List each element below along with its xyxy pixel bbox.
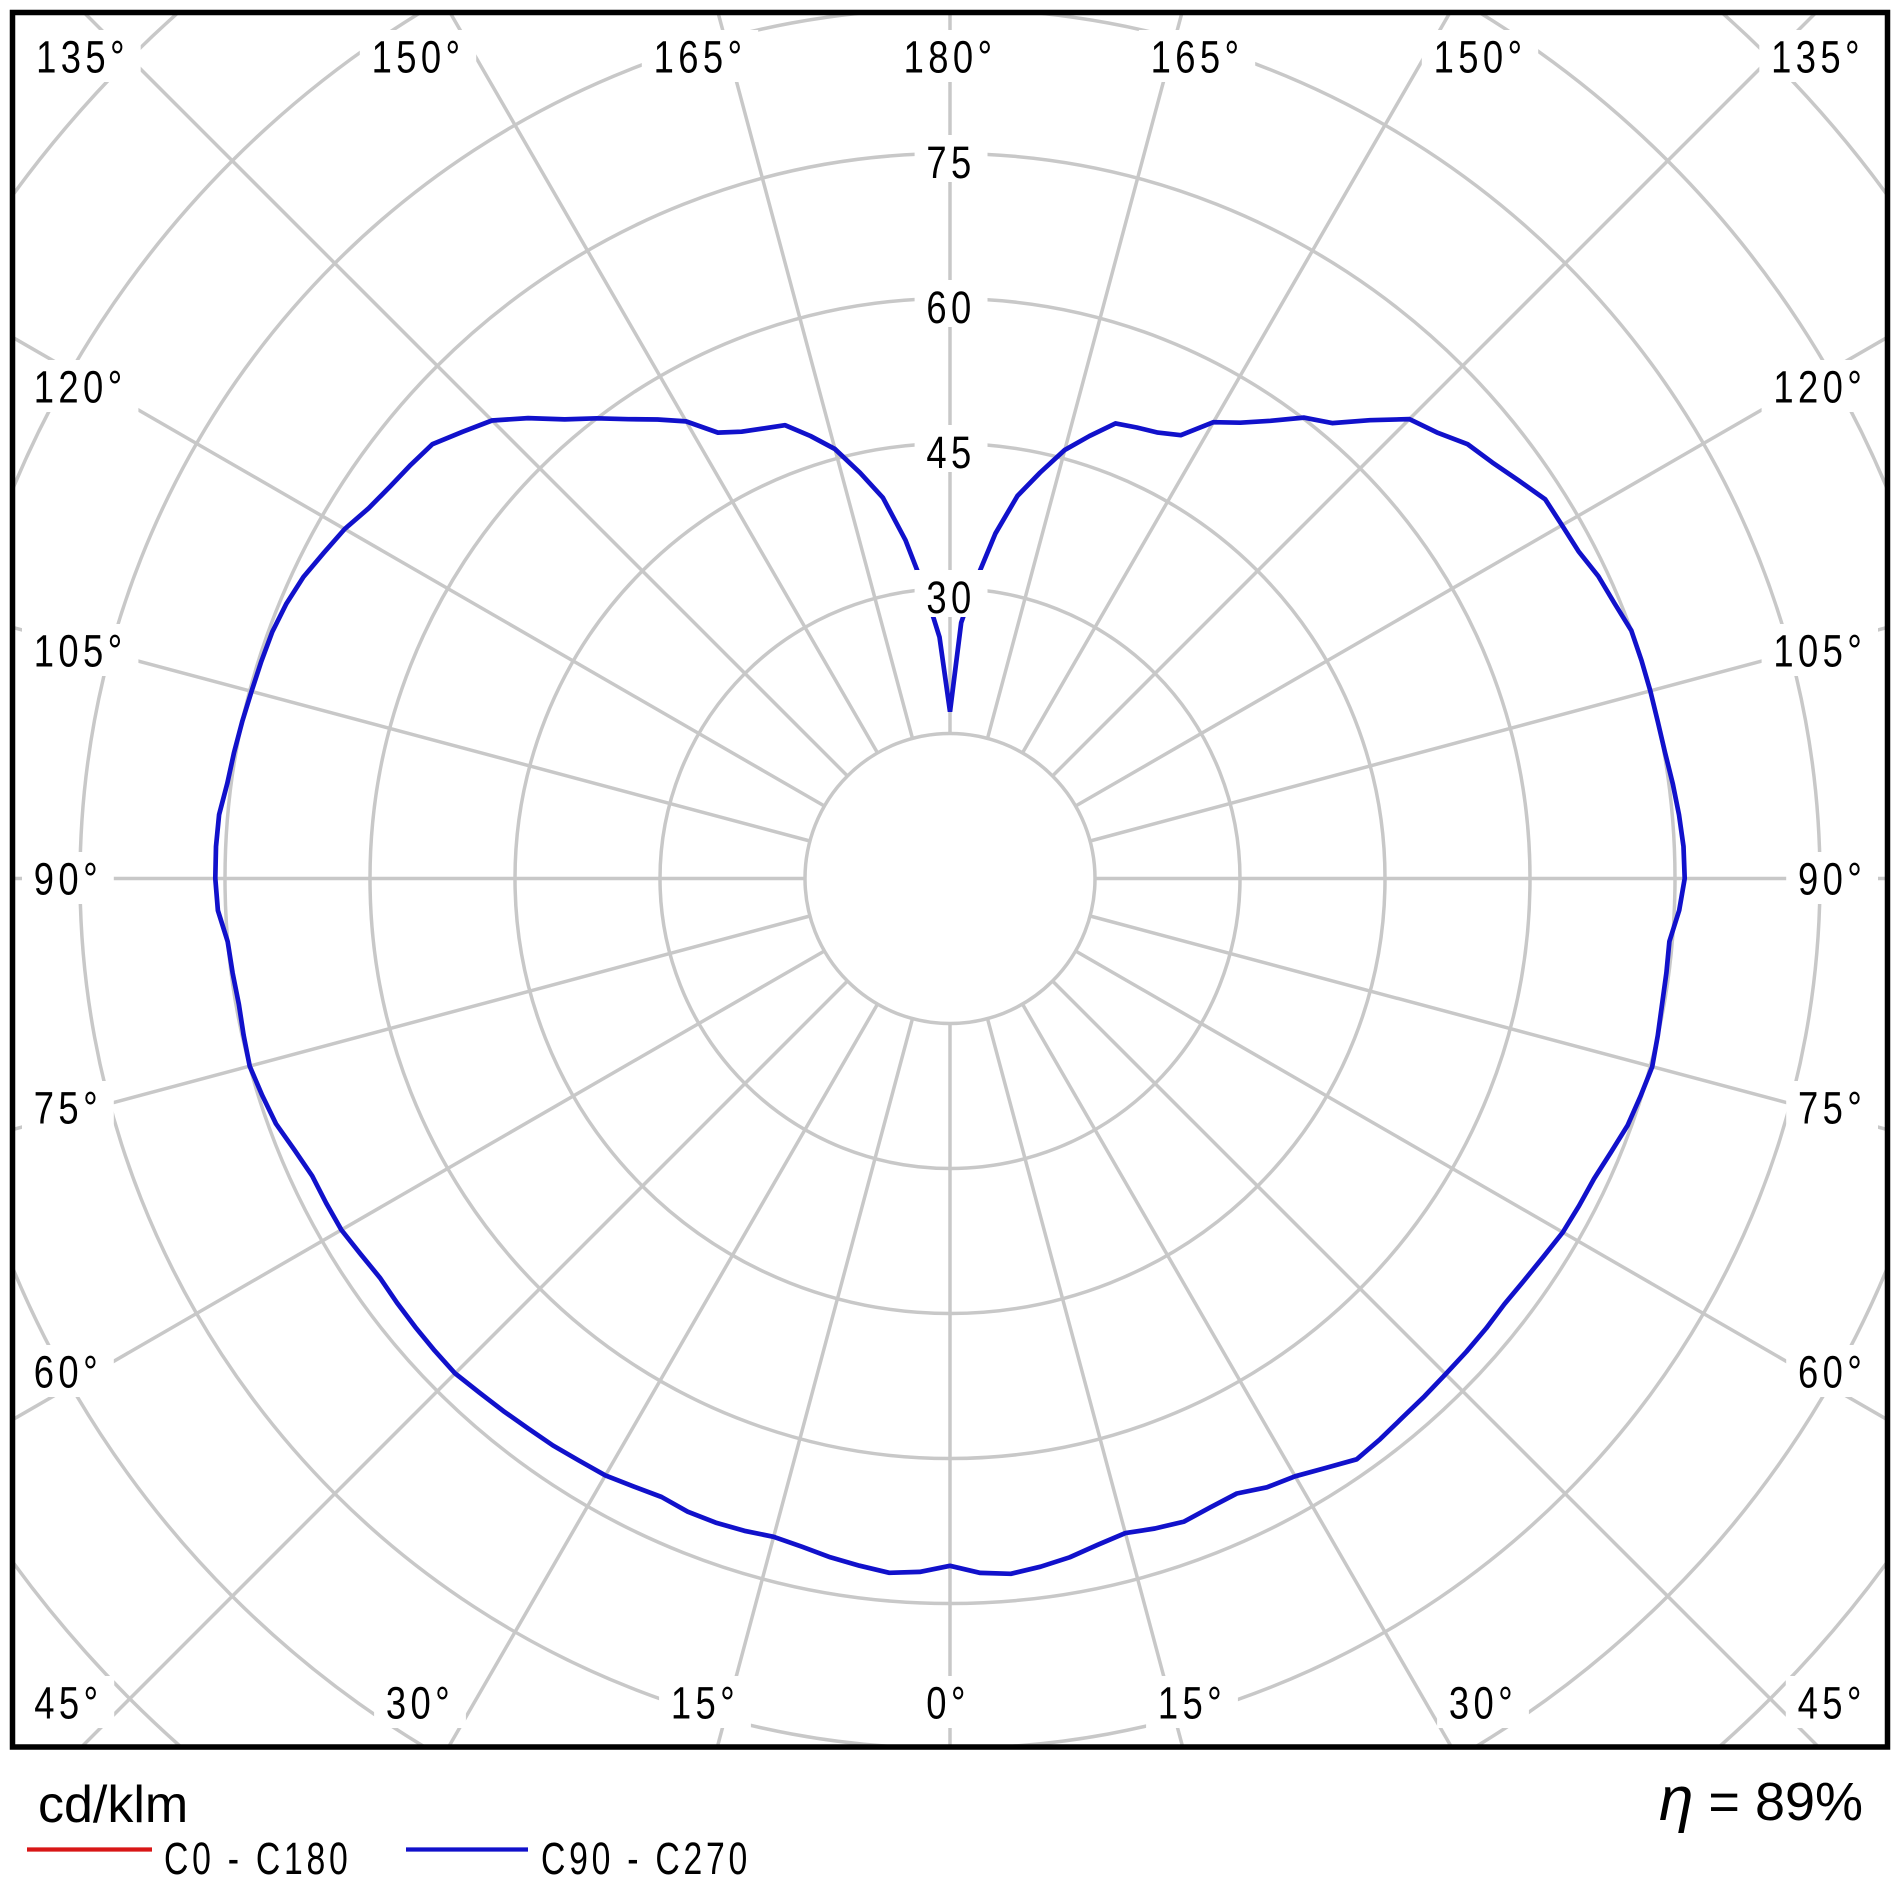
svg-text:120°: 120° (1773, 362, 1866, 413)
svg-text:75: 75 (926, 137, 975, 188)
svg-text:30°: 30° (386, 1678, 454, 1729)
svg-text:135°: 135° (36, 32, 129, 83)
svg-text:135°: 135° (1771, 32, 1864, 83)
svg-text:45°: 45° (34, 1678, 102, 1729)
svg-text:90°: 90° (34, 854, 102, 905)
svg-text:150°: 150° (372, 32, 465, 83)
svg-text:15°: 15° (1158, 1678, 1226, 1729)
svg-text:C0 - C180: C0 - C180 (164, 1834, 352, 1884)
svg-text:cd/klm: cd/klm (38, 1776, 188, 1834)
svg-text:30: 30 (926, 572, 975, 623)
svg-text:0°: 0° (926, 1678, 970, 1729)
svg-text:105°: 105° (1773, 626, 1866, 677)
svg-text:150°: 150° (1434, 32, 1527, 83)
svg-text:165°: 165° (654, 32, 747, 83)
svg-text:105°: 105° (34, 626, 127, 677)
svg-text:30°: 30° (1449, 1678, 1517, 1729)
svg-text:C90 - C270: C90 - C270 (541, 1834, 751, 1884)
svg-text:η = 89%: η = 89% (1659, 1765, 1863, 1834)
svg-text:90°: 90° (1798, 854, 1866, 905)
svg-text:180°: 180° (904, 32, 997, 83)
svg-text:165°: 165° (1151, 32, 1244, 83)
svg-text:75°: 75° (34, 1083, 102, 1134)
svg-text:60: 60 (926, 282, 975, 333)
svg-text:120°: 120° (34, 362, 127, 413)
svg-text:75°: 75° (1798, 1083, 1866, 1134)
svg-text:15°: 15° (671, 1678, 739, 1729)
svg-text:45°: 45° (1798, 1678, 1866, 1729)
svg-text:45: 45 (926, 427, 975, 478)
svg-text:60°: 60° (34, 1347, 102, 1398)
svg-text:60°: 60° (1798, 1347, 1866, 1398)
